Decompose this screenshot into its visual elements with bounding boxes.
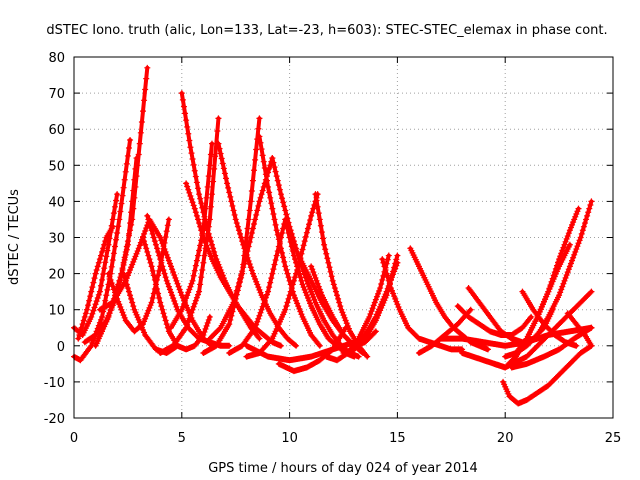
series-arc13 — [157, 115, 222, 357]
series-arc14 — [168, 140, 215, 331]
series-markers — [564, 310, 595, 349]
y-tick-label: 30 — [48, 232, 65, 247]
series-markers — [437, 324, 595, 349]
series-markers — [206, 155, 276, 342]
chart-title: dSTEC Iono. truth (alic, Lon=133, Lat=-2… — [46, 23, 607, 38]
x-tick-label: 5 — [178, 431, 186, 446]
series-markers — [243, 339, 358, 364]
series-markers — [226, 216, 289, 357]
y-tick-label: 50 — [48, 159, 65, 174]
x-tick-label: 20 — [497, 431, 514, 446]
series-markers — [519, 288, 580, 349]
series-markers — [144, 212, 233, 349]
y-tick-label: 80 — [48, 51, 65, 66]
y-tick-label: 40 — [48, 195, 65, 210]
series-markers — [75, 223, 116, 342]
series-arc18 — [206, 155, 276, 342]
series-markers — [139, 234, 213, 353]
axis-ticks: 0 5 10 15 20 25 -20 -10 0 10 20 30 40 50 60 70 80 — [44, 51, 622, 446]
y-axis-label: dSTEC / TECUs — [7, 189, 22, 285]
series-arc36 — [500, 342, 595, 407]
series-markers — [168, 140, 215, 331]
series-markers — [351, 259, 401, 349]
series-arc43 — [519, 288, 580, 349]
series-arc27 — [243, 339, 358, 364]
x-tick-label: 15 — [389, 431, 406, 446]
series-arc03 — [75, 223, 116, 342]
series-arc44 — [564, 310, 595, 349]
y-tick-label: 0 — [57, 340, 65, 355]
series-markers — [500, 342, 595, 407]
x-tick-label: 25 — [605, 431, 622, 446]
series-arc10 — [120, 270, 181, 357]
plot-data — [71, 64, 595, 407]
x-axis-label: GPS time / hours of day 024 of year 2014 — [208, 461, 478, 476]
y-tick-label: 70 — [48, 87, 65, 102]
series-markers — [157, 115, 222, 357]
series-arc40 — [437, 324, 595, 349]
series-arc20 — [226, 216, 289, 357]
series-markers — [120, 270, 181, 357]
y-tick-label: 20 — [48, 268, 65, 283]
series-markers — [459, 288, 595, 371]
y-tick-label: -10 — [44, 376, 65, 391]
y-tick-label: 60 — [48, 123, 65, 138]
y-tick-label: -20 — [44, 412, 65, 427]
x-tick-label: 0 — [70, 431, 78, 446]
y-tick-label: 10 — [48, 304, 65, 319]
x-tick-label: 10 — [281, 431, 298, 446]
